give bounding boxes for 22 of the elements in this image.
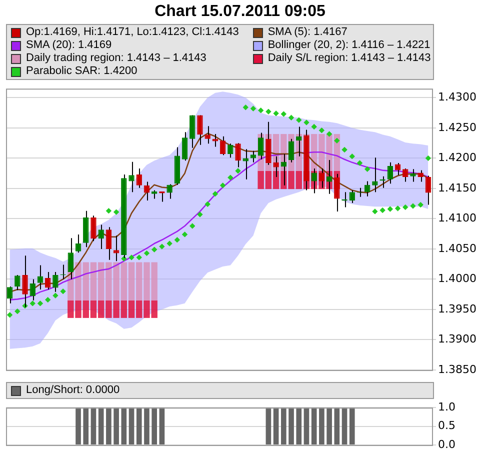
y-tick-label: 0.5: [438, 419, 456, 432]
legend-label: Daily S/L region: 1.4143 – 1.4143: [268, 52, 431, 65]
legend-label: SMA (20): 1.4169: [26, 39, 112, 52]
text: Bollinger (20, 2): 1.4116 – 1.4221: [268, 39, 430, 52]
legend-label: Parabolic SAR: 1.4200: [26, 65, 138, 78]
y-tick-label: 1.4250: [438, 120, 476, 134]
y-tick-label: 0.0: [438, 438, 456, 451]
legend-label: Op:1.4169, Hi:1.4171, Lo:1.4123, Cl:1.4143: [26, 26, 239, 39]
chart-title: Chart 15.07.2011 09:05: [154, 2, 326, 22]
y-tick-label: 1.4200: [438, 151, 476, 164]
legend-label: Long/Short: 0.0000: [26, 384, 120, 397]
y-tick-label: 1.3950: [438, 302, 476, 316]
y-tick-label: 1.4000: [438, 272, 476, 286]
y-tick-label: 1.3850: [438, 362, 476, 376]
y-tick-label: 1.4100: [438, 212, 476, 225]
y-tick-label: 1.3900: [438, 332, 476, 346]
y-tick-label: 1.0: [438, 400, 456, 414]
legend-label: Daily trading region: 1.4143 – 1.4143: [26, 52, 206, 65]
legend-label: SMA (5): 1.4167: [268, 26, 348, 39]
y-tick-label: 1.4300: [438, 90, 476, 104]
y-tick-label: 1.4050: [438, 242, 476, 255]
y-tick-label: 1.4150: [438, 181, 476, 194]
